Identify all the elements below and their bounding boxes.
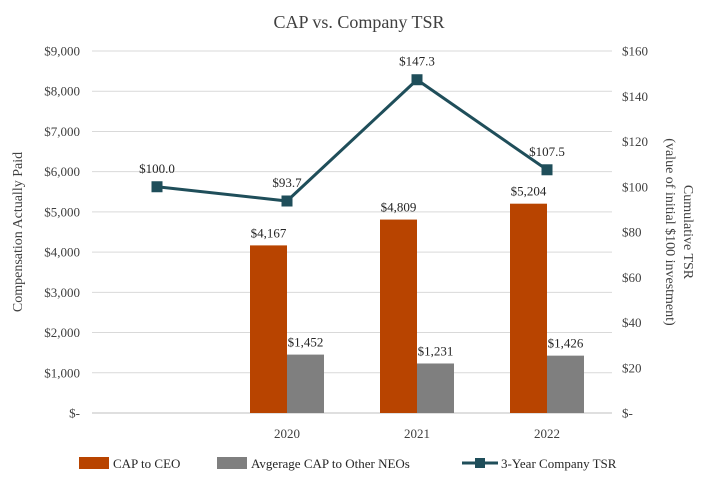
left-tick-label: $6,000 <box>44 164 80 179</box>
left-axis-ticks: $- $1,000 $2,000 $3,000 $4,000 $5,000 $6,000 $7… <box>44 44 80 421</box>
bar-ceo <box>380 219 417 413</box>
legend-label-ceo: CAP to CEO <box>113 456 180 471</box>
right-tick-label: $80 <box>622 225 642 240</box>
bar-ceo <box>510 203 547 413</box>
right-tick-label: $60 <box>622 270 642 285</box>
bar-ceo <box>250 245 287 413</box>
left-tick-label: $9,000 <box>44 44 80 59</box>
right-tick-label: $120 <box>622 134 648 149</box>
left-tick-label: $- <box>69 406 80 421</box>
legend-swatch-ceo <box>79 457 109 469</box>
right-axis-ticks: $- $20 $40 $60 $80 $100 $120 $140 $160 <box>622 44 648 421</box>
right-tick-label: $- <box>622 406 633 421</box>
bars <box>250 203 584 413</box>
legend: CAP to CEO Avgerage CAP to Other NEOs 3-… <box>79 456 617 471</box>
tsr-line-path <box>156 77 548 203</box>
chart-title: CAP vs. Company TSR <box>273 12 444 32</box>
tsr-line <box>151 74 553 207</box>
data-label-neo: $1,426 <box>548 336 584 351</box>
right-tick-label: $100 <box>622 179 648 194</box>
tsr-point <box>541 164 553 176</box>
data-label-ceo: $4,167 <box>251 225 287 240</box>
right-tick-label: $140 <box>622 89 648 104</box>
left-tick-label: $4,000 <box>44 245 80 260</box>
left-tick-label: $7,000 <box>44 124 80 139</box>
right-axis-title-line1: Cumulative TSR <box>680 185 695 280</box>
data-label-tsr: $93.7 <box>272 175 302 190</box>
tsr-point <box>151 181 163 193</box>
x-tick-label: 2020 <box>274 426 300 441</box>
legend-marker-tsr <box>475 458 485 468</box>
left-tick-label: $3,000 <box>44 285 80 300</box>
data-label-tsr: $107.5 <box>529 144 565 159</box>
tsr-point <box>411 74 423 86</box>
data-label-tsr: $100.0 <box>139 161 175 176</box>
left-tick-label: $5,000 <box>44 204 80 219</box>
data-label-neo: $1,231 <box>418 343 454 358</box>
left-axis-title: Compensation Actually Paid <box>11 152 26 312</box>
data-label-ceo: $5,204 <box>511 184 547 199</box>
x-tick-label: 2021 <box>404 426 430 441</box>
right-tick-label: $40 <box>622 315 642 330</box>
data-label-ceo: $4,809 <box>381 200 417 215</box>
legend-label-tsr: 3-Year Company TSR <box>501 456 617 471</box>
left-tick-label: $1,000 <box>44 365 80 380</box>
right-axis-title-line2: (value of initial $100 investment) <box>662 138 677 326</box>
data-label-neo: $1,452 <box>288 335 324 350</box>
left-tick-label: $8,000 <box>44 84 80 99</box>
data-labels: $4,167 $4,809 $5,204 $1,452 $1,231 $1,426 $100… <box>139 54 584 359</box>
right-tick-label: $20 <box>622 360 642 375</box>
right-tick-label: $160 <box>622 44 648 59</box>
bar-neo <box>547 355 584 413</box>
data-label-tsr: $147.3 <box>399 54 435 69</box>
x-axis-ticks: 2020 2021 2022 <box>274 426 560 441</box>
tsr-point <box>281 195 293 207</box>
bar-neo <box>417 363 454 413</box>
x-tick-label: 2022 <box>534 426 560 441</box>
left-tick-label: $2,000 <box>44 325 80 340</box>
legend-label-neo: Avgerage CAP to Other NEOs <box>251 456 410 471</box>
gridlines <box>92 50 612 414</box>
legend-swatch-neo <box>217 457 247 469</box>
bar-neo <box>287 354 324 413</box>
